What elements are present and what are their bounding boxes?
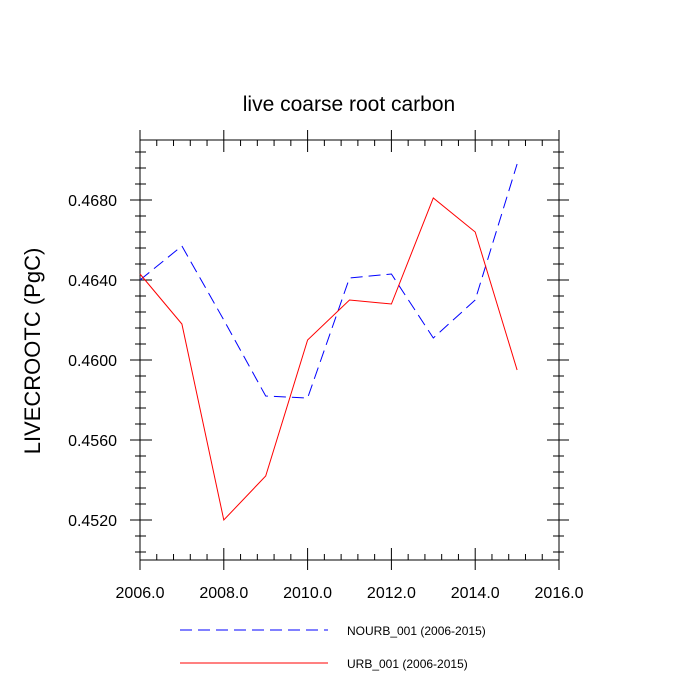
series-line-1 — [139, 163, 518, 399]
y-tick-label: 0.4640 — [68, 273, 117, 290]
y-tick-label: 0.4600 — [68, 353, 117, 370]
x-tick-label: 2006.0 — [116, 585, 165, 602]
axis-ticks — [130, 130, 569, 570]
plot-frame — [139, 139, 560, 561]
x-tick-label: 2016.0 — [535, 585, 584, 602]
tick-labels: 2006.0 2008.0 2010.0 2012.0 2014.0 2016.0 0.45… — [68, 193, 584, 602]
legend-label-1: NOURB_001 (2006-2015) — [347, 624, 486, 638]
x-tick-label: 2008.0 — [199, 585, 248, 602]
x-tick-label: 2010.0 — [283, 585, 332, 602]
legend: NOURB_001 (2006-2015) URB_001 (2006-2015) — [180, 624, 486, 671]
y-tick-label: 0.4560 — [68, 433, 117, 450]
y-tick-label: 0.4680 — [68, 193, 117, 210]
y-axis-label: LIVECROOTC (PgC) — [20, 248, 45, 455]
x-tick-label: 2012.0 — [367, 585, 416, 602]
x-tick-label: 2014.0 — [451, 585, 500, 602]
chart-title: live coarse root carbon — [243, 93, 455, 116]
y-tick-label: 0.4520 — [68, 513, 117, 530]
series-line-2 — [139, 197, 518, 522]
legend-label-2: URB_001 (2006-2015) — [347, 657, 468, 671]
series-layer — [139, 163, 518, 522]
